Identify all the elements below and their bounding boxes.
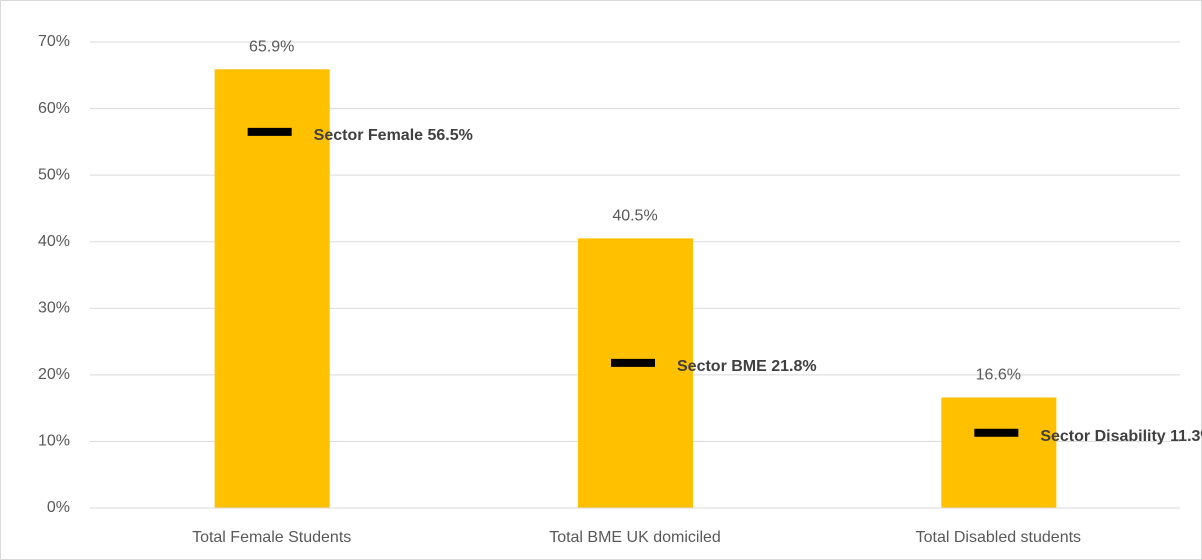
x-tick-label: Total BME UK domiciled (549, 529, 721, 546)
y-tick-label: 50% (38, 166, 70, 183)
y-tick-label: 0% (47, 499, 70, 516)
bar (941, 397, 1057, 508)
y-tick-label: 60% (38, 100, 70, 117)
bar (578, 238, 693, 508)
sector-label: Sector BME 21.8% (677, 357, 817, 375)
sector-label: Sector Disability 11.3% (1040, 427, 1202, 445)
value-label: 40.5% (612, 208, 657, 225)
y-tick-label: 20% (38, 366, 70, 383)
x-tick-label: Total Disabled students (916, 529, 1081, 546)
sector-label: Sector Female 56.5% (313, 126, 473, 144)
y-tick-label: 70% (38, 33, 70, 50)
sector-marker (247, 127, 292, 136)
value-label: 16.6% (976, 367, 1021, 384)
sector-marker (974, 428, 1019, 437)
x-tick-label: Total Female Students (192, 529, 351, 546)
bar (214, 69, 330, 509)
y-tick-label: 40% (38, 233, 70, 250)
y-tick-label: 10% (38, 433, 70, 450)
y-tick-label: 30% (38, 300, 70, 317)
sector-marker (611, 358, 655, 367)
value-label: 65.9% (249, 39, 294, 56)
